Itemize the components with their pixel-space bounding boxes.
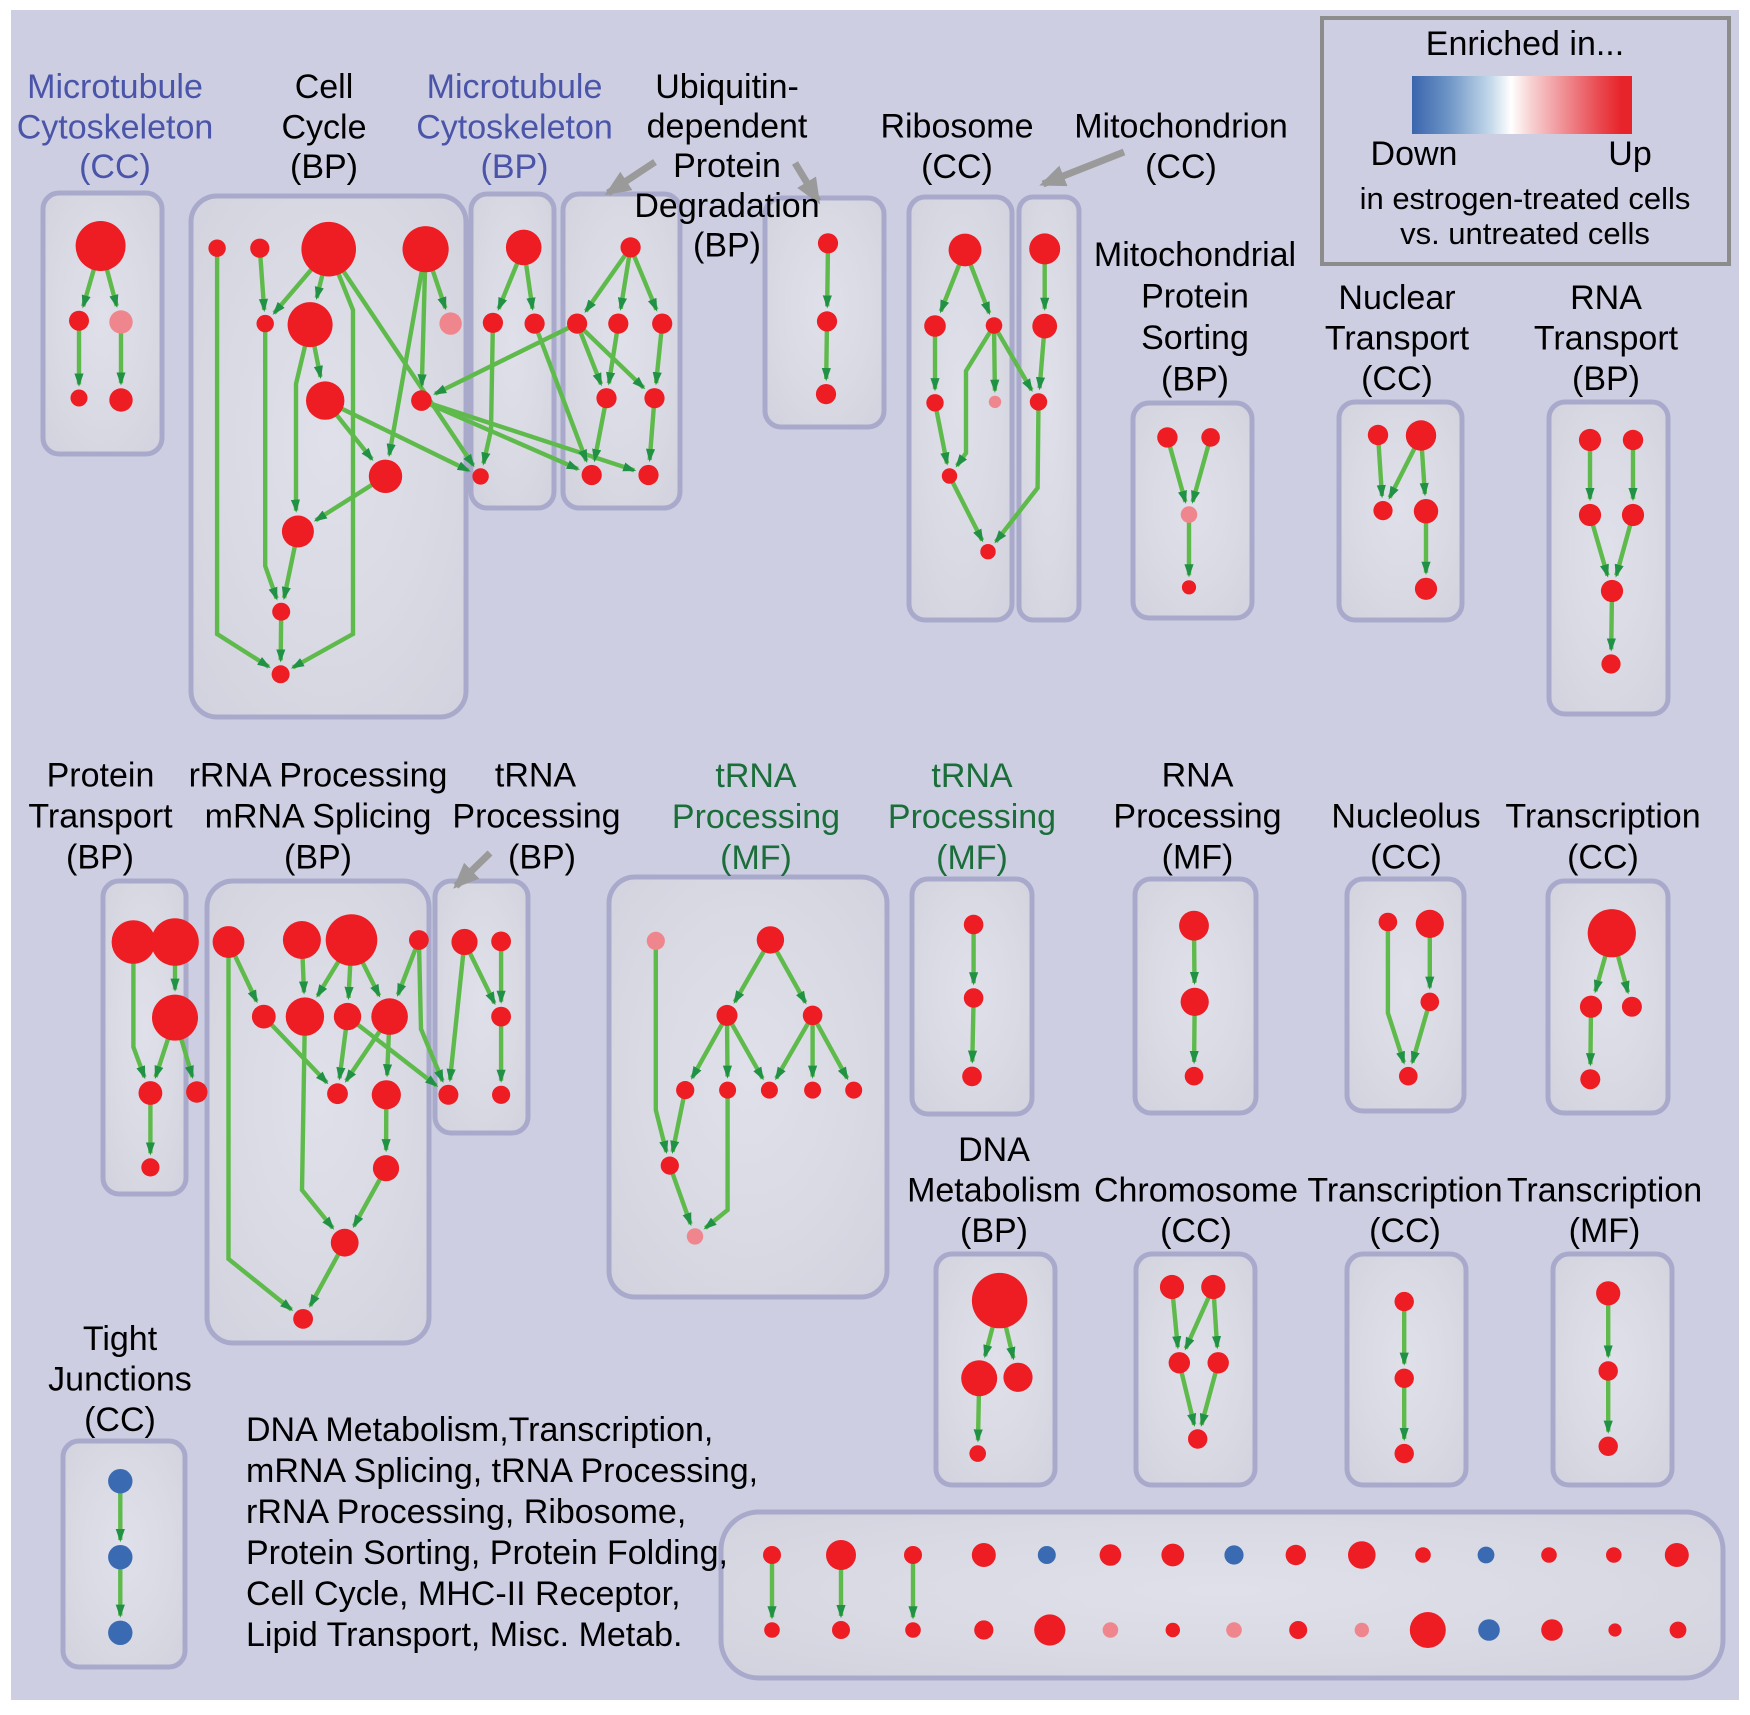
svg-text:(BP): (BP) (481, 148, 549, 186)
svg-text:Transcription: Transcription (1505, 798, 1700, 836)
svg-text:Protein: Protein (673, 147, 781, 185)
svg-text:(BP): (BP) (1572, 360, 1640, 398)
svg-text:Protein: Protein (47, 757, 155, 795)
svg-text:(BP): (BP) (284, 839, 352, 877)
svg-text:Nucleolus: Nucleolus (1331, 798, 1480, 836)
svg-text:(BP): (BP) (693, 226, 761, 264)
svg-text:Transport: Transport (1325, 320, 1470, 358)
svg-text:vs. untreated cells: vs. untreated cells (1400, 216, 1650, 251)
svg-text:dependent: dependent (647, 108, 808, 146)
svg-text:DNA Metabolism,Transcription,: DNA Metabolism,Transcription, (246, 1411, 713, 1449)
svg-text:Processing: Processing (672, 798, 840, 836)
svg-text:RNA: RNA (1162, 757, 1234, 795)
svg-text:(CC): (CC) (1361, 360, 1433, 398)
svg-text:Ribosome: Ribosome (880, 108, 1033, 146)
svg-text:Mitochondrion: Mitochondrion (1074, 108, 1288, 146)
svg-text:Processing: Processing (452, 798, 620, 836)
svg-text:Protein Sorting, Protein Foldi: Protein Sorting, Protein Folding, (246, 1534, 728, 1572)
svg-text:(MF): (MF) (936, 839, 1008, 877)
svg-text:(CC): (CC) (1567, 839, 1639, 877)
svg-text:(CC): (CC) (1370, 839, 1442, 877)
svg-text:Ubiquitin-: Ubiquitin- (655, 68, 799, 106)
svg-text:Processing: Processing (1113, 798, 1281, 836)
svg-text:(CC): (CC) (1160, 1212, 1232, 1250)
svg-text:Microtubule: Microtubule (27, 68, 203, 106)
svg-text:mRNA Splicing, tRNA Processing: mRNA Splicing, tRNA Processing, (246, 1452, 758, 1490)
svg-text:(BP): (BP) (960, 1212, 1028, 1250)
svg-text:Lipid Transport, Misc. Metab.: Lipid Transport, Misc. Metab. (246, 1616, 683, 1654)
svg-text:tRNA: tRNA (495, 757, 577, 795)
svg-text:Mitochondrial: Mitochondrial (1094, 236, 1296, 274)
svg-text:(CC): (CC) (1369, 1212, 1441, 1250)
svg-text:tRNA: tRNA (931, 757, 1013, 795)
svg-text:Enriched in...: Enriched in... (1426, 25, 1624, 63)
svg-text:Microtubule: Microtubule (427, 68, 603, 106)
svg-text:Transport: Transport (1534, 320, 1679, 358)
svg-text:Protein: Protein (1141, 278, 1249, 316)
svg-text:Cytoskeleton: Cytoskeleton (17, 109, 214, 147)
svg-text:in estrogen-treated cells: in estrogen-treated cells (1360, 181, 1691, 216)
svg-text:(BP): (BP) (66, 839, 134, 877)
svg-text:Transcription: Transcription (1507, 1172, 1702, 1210)
svg-text:RNA: RNA (1570, 279, 1642, 317)
svg-text:(MF): (MF) (1569, 1212, 1641, 1250)
svg-text:Cell Cycle, MHC-II Receptor,: Cell Cycle, MHC-II Receptor, (246, 1575, 681, 1613)
svg-text:Cytoskeleton: Cytoskeleton (416, 109, 613, 147)
svg-text:Metabolism: Metabolism (907, 1172, 1081, 1210)
svg-text:Chromosome: Chromosome (1094, 1172, 1298, 1210)
svg-text:(MF): (MF) (720, 839, 792, 877)
svg-text:(BP): (BP) (1161, 361, 1229, 399)
svg-text:Junctions: Junctions (48, 1361, 192, 1399)
svg-text:Up: Up (1608, 135, 1651, 173)
svg-text:Sorting: Sorting (1141, 319, 1249, 357)
svg-text:(MF): (MF) (1162, 839, 1234, 877)
svg-text:rRNA Processing: rRNA Processing (189, 757, 448, 795)
svg-text:Down: Down (1371, 135, 1458, 173)
svg-text:mRNA Splicing: mRNA Splicing (205, 798, 432, 836)
svg-text:Processing: Processing (888, 798, 1056, 836)
svg-text:(BP): (BP) (508, 839, 576, 877)
svg-text:(CC): (CC) (921, 148, 993, 186)
svg-text:(BP): (BP) (290, 148, 358, 186)
svg-text:Transport: Transport (28, 798, 173, 836)
svg-text:tRNA: tRNA (715, 757, 797, 795)
svg-text:rRNA Processing, Ribosome,: rRNA Processing, Ribosome, (246, 1493, 686, 1531)
svg-text:(CC): (CC) (79, 148, 151, 186)
svg-text:Cycle: Cycle (281, 109, 366, 147)
svg-text:Transcription: Transcription (1307, 1172, 1502, 1210)
svg-text:Tight: Tight (83, 1320, 158, 1358)
svg-text:Degradation: Degradation (634, 187, 819, 225)
svg-text:Cell: Cell (295, 68, 354, 106)
svg-text:Nuclear: Nuclear (1338, 279, 1455, 317)
svg-text:DNA: DNA (958, 1131, 1030, 1169)
svg-text:(CC): (CC) (84, 1401, 156, 1439)
svg-text:(CC): (CC) (1145, 148, 1217, 186)
